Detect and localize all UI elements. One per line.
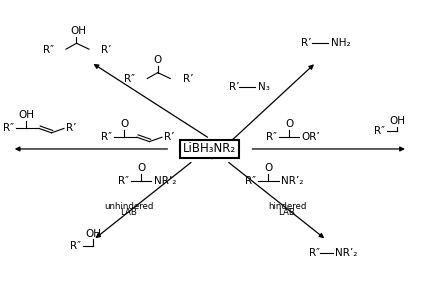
Text: O: O — [154, 55, 162, 65]
Text: hindered: hindered — [268, 202, 306, 211]
Text: OH: OH — [19, 110, 35, 120]
Text: N₃: N₃ — [258, 82, 269, 92]
Text: R″: R″ — [69, 241, 81, 251]
Text: R″: R″ — [117, 176, 128, 186]
Text: unhindered: unhindered — [104, 202, 153, 211]
Text: LAB: LAB — [120, 208, 137, 217]
Text: NR’₂: NR’₂ — [281, 176, 303, 186]
Text: OR’: OR’ — [301, 132, 320, 142]
Text: R″: R″ — [309, 248, 320, 258]
Text: R’: R’ — [66, 123, 77, 133]
Text: OH: OH — [85, 229, 101, 239]
Text: O: O — [264, 163, 272, 173]
Text: R’: R’ — [101, 45, 112, 55]
Text: R″: R″ — [374, 126, 385, 136]
Text: O: O — [285, 119, 293, 129]
Text: R″: R″ — [101, 132, 112, 142]
Text: R’: R’ — [229, 82, 239, 92]
Text: R″: R″ — [43, 45, 53, 55]
Text: R″: R″ — [3, 123, 14, 133]
Text: O: O — [120, 119, 128, 129]
Text: LiBH₃NR₂: LiBH₃NR₂ — [183, 142, 237, 155]
Text: R’: R’ — [164, 132, 174, 142]
Text: NH₂: NH₂ — [331, 38, 350, 48]
Text: OH: OH — [389, 116, 405, 126]
Text: R″: R″ — [245, 176, 256, 186]
Text: OH: OH — [71, 26, 87, 36]
Text: R’: R’ — [301, 38, 312, 48]
Text: R’: R’ — [183, 74, 193, 84]
Text: LAB: LAB — [279, 208, 296, 217]
Text: NR’₂: NR’₂ — [335, 248, 357, 258]
Text: R″: R″ — [266, 132, 277, 142]
Text: O: O — [137, 163, 145, 173]
Text: NR’₂: NR’₂ — [154, 176, 176, 186]
Text: R″: R″ — [124, 74, 135, 84]
